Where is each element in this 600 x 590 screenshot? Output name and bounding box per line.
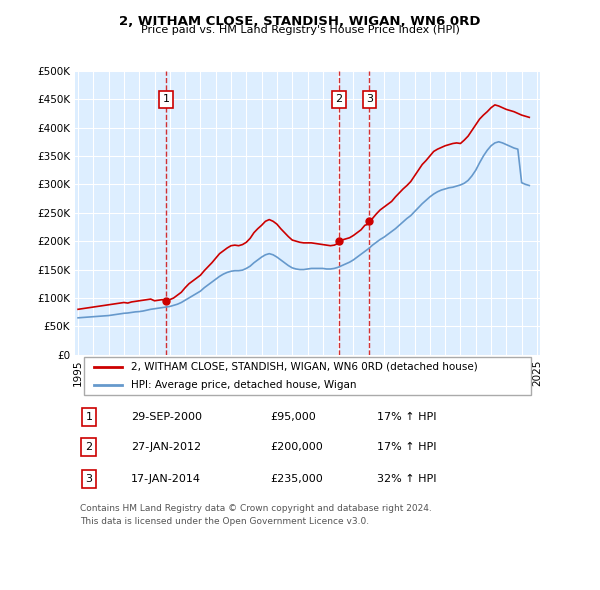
Text: £95,000: £95,000 (270, 412, 316, 422)
Text: HPI: Average price, detached house, Wigan: HPI: Average price, detached house, Wiga… (131, 379, 356, 389)
Text: 2: 2 (85, 442, 92, 452)
Text: 2: 2 (335, 94, 343, 104)
Text: 1: 1 (163, 94, 170, 104)
Text: £200,000: £200,000 (270, 442, 323, 452)
Text: 2, WITHAM CLOSE, STANDISH, WIGAN, WN6 0RD: 2, WITHAM CLOSE, STANDISH, WIGAN, WN6 0R… (119, 15, 481, 28)
Text: 2, WITHAM CLOSE, STANDISH, WIGAN, WN6 0RD (detached house): 2, WITHAM CLOSE, STANDISH, WIGAN, WN6 0R… (131, 362, 478, 372)
Text: £235,000: £235,000 (270, 474, 323, 484)
Text: 27-JAN-2012: 27-JAN-2012 (131, 442, 201, 452)
Text: 17-JAN-2014: 17-JAN-2014 (131, 474, 201, 484)
Text: 3: 3 (85, 474, 92, 484)
FancyBboxPatch shape (84, 357, 531, 395)
Text: 17% ↑ HPI: 17% ↑ HPI (377, 442, 437, 452)
Text: 3: 3 (366, 94, 373, 104)
Text: Price paid vs. HM Land Registry's House Price Index (HPI): Price paid vs. HM Land Registry's House … (140, 25, 460, 35)
Text: 29-SEP-2000: 29-SEP-2000 (131, 412, 202, 422)
Text: This data is licensed under the Open Government Licence v3.0.: This data is licensed under the Open Gov… (80, 517, 369, 526)
Text: 32% ↑ HPI: 32% ↑ HPI (377, 474, 437, 484)
Text: Contains HM Land Registry data © Crown copyright and database right 2024.: Contains HM Land Registry data © Crown c… (80, 504, 431, 513)
Text: 17% ↑ HPI: 17% ↑ HPI (377, 412, 437, 422)
Text: 1: 1 (85, 412, 92, 422)
